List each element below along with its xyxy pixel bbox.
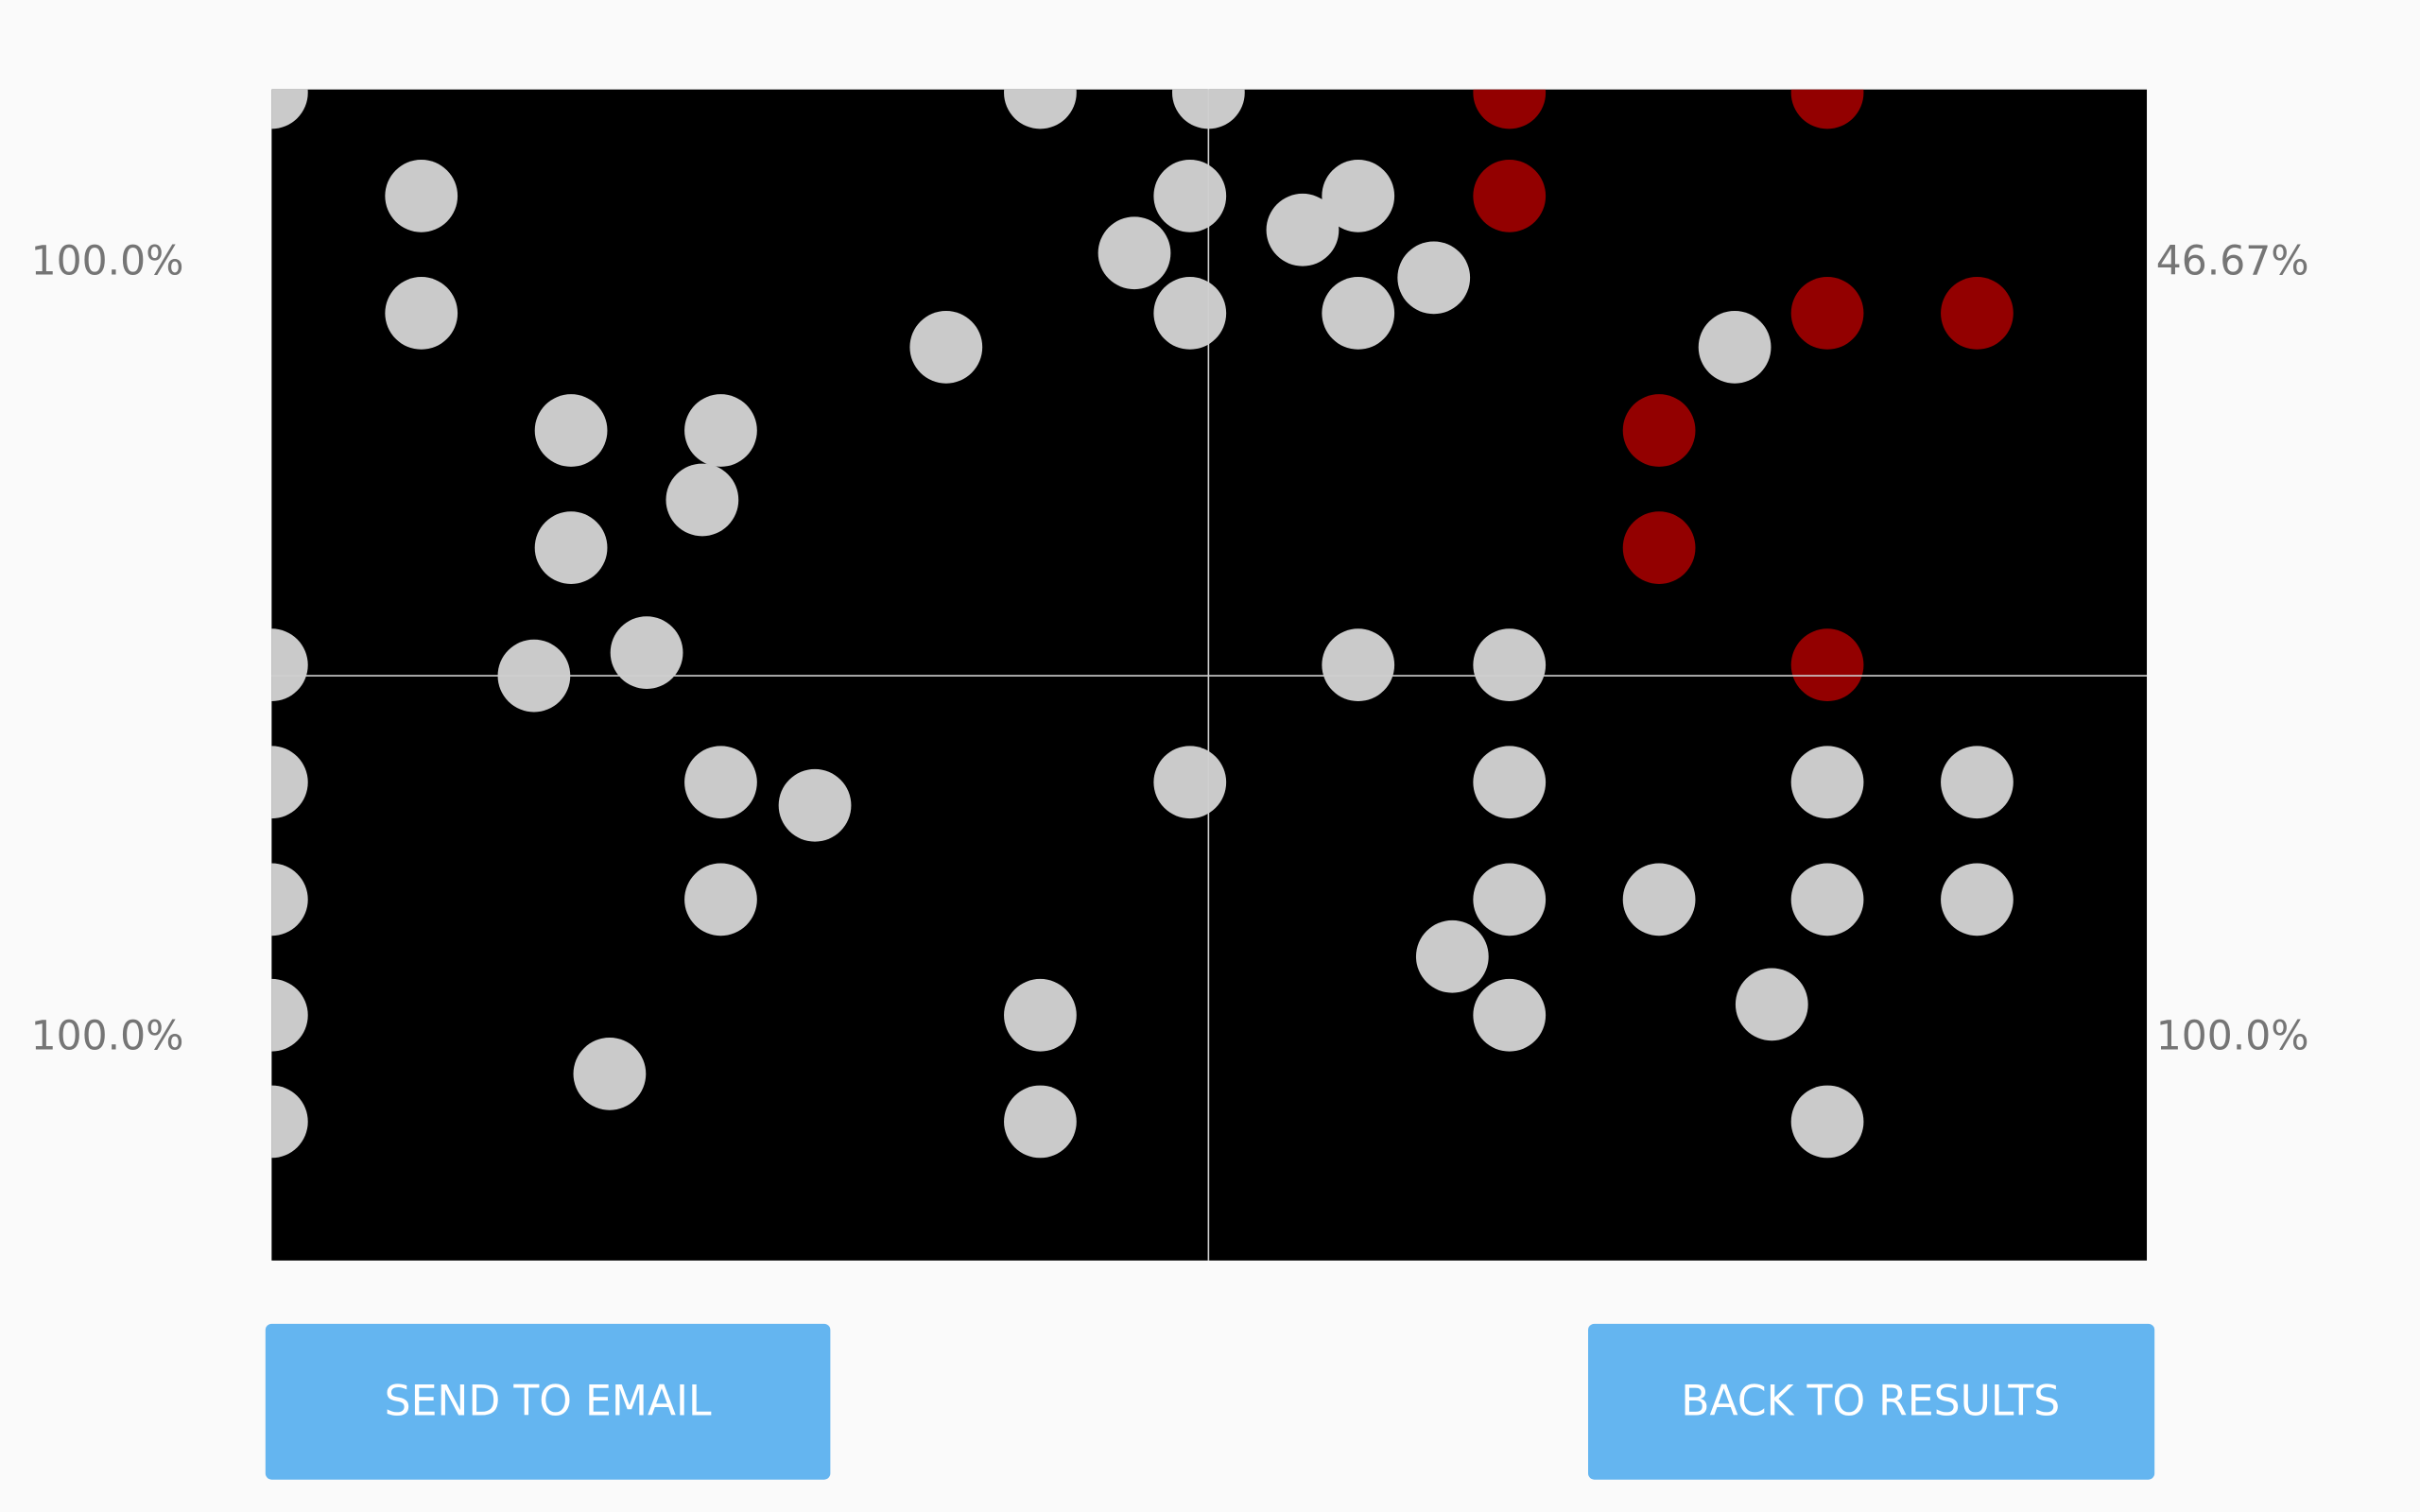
- missed-point: [1941, 277, 2014, 350]
- seen-point: [1790, 1085, 1864, 1159]
- seen-point: [1322, 628, 1395, 702]
- seen-point: [1322, 159, 1395, 232]
- seen-point: [271, 89, 308, 129]
- seen-point: [271, 978, 308, 1052]
- seen-point: [909, 310, 983, 384]
- seen-point: [684, 394, 757, 467]
- quadrant-label: 100.0%: [31, 1013, 184, 1059]
- seen-point: [1266, 193, 1340, 266]
- seen-point: [1790, 746, 1864, 819]
- button-background[interactable]: [1588, 1323, 2155, 1480]
- send-email-button[interactable]: SEND TO EMAIL: [265, 1323, 831, 1480]
- back-results-button[interactable]: BACK TO RESULTS: [1588, 1323, 2155, 1480]
- seen-point: [385, 159, 458, 232]
- seen-point: [1698, 310, 1772, 384]
- missed-point: [1790, 277, 1864, 350]
- seen-point: [1153, 277, 1227, 350]
- button-label[interactable]: BACK TO RESULTS: [1681, 1378, 2060, 1426]
- seen-point: [1397, 241, 1471, 315]
- seen-point: [1941, 863, 2014, 936]
- seen-point: [684, 863, 757, 936]
- missed-point: [1790, 628, 1864, 702]
- missed-point: [1473, 159, 1547, 232]
- seen-point: [271, 863, 308, 936]
- button-label[interactable]: SEND TO EMAIL: [385, 1378, 712, 1426]
- seen-point: [1098, 216, 1171, 290]
- seen-point: [1153, 159, 1227, 232]
- seen-point: [778, 768, 852, 842]
- missed-point: [1622, 394, 1696, 467]
- seen-point: [573, 1037, 647, 1110]
- seen-point: [385, 277, 458, 350]
- seen-point: [1004, 89, 1077, 129]
- seen-point: [1941, 746, 2014, 819]
- seen-point: [1473, 978, 1547, 1052]
- seen-point: [271, 628, 308, 702]
- seen-point: [1004, 978, 1077, 1052]
- dot-layer: [271, 89, 2014, 1159]
- seen-point: [1473, 746, 1547, 819]
- seen-point: [1735, 968, 1808, 1041]
- seen-point: [666, 463, 739, 537]
- seen-point: [1004, 1085, 1077, 1159]
- seen-point: [534, 511, 608, 584]
- button-background[interactable]: [265, 1323, 831, 1480]
- seen-point: [271, 746, 308, 819]
- missed-point: [1622, 511, 1696, 584]
- seen-point: [1473, 863, 1547, 936]
- quadrant-label: 46.67%: [2156, 239, 2309, 285]
- seen-point: [684, 746, 757, 819]
- quadrant-label: 100.0%: [2156, 1013, 2309, 1059]
- seen-point: [1790, 863, 1864, 936]
- seen-point: [1322, 277, 1395, 350]
- seen-point: [1153, 746, 1227, 819]
- missed-point: [1473, 89, 1547, 129]
- missed-point: [1790, 89, 1864, 129]
- seen-point: [534, 394, 608, 467]
- seen-point: [610, 616, 683, 689]
- quadrant-label: 100.0%: [31, 239, 184, 285]
- seen-point: [1415, 919, 1489, 993]
- seen-point: [271, 1085, 308, 1159]
- seen-point: [1473, 628, 1547, 702]
- seen-point: [1622, 863, 1696, 936]
